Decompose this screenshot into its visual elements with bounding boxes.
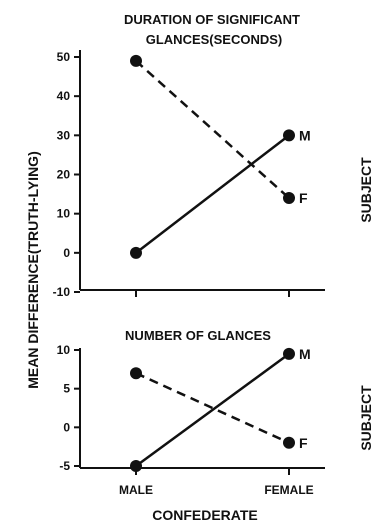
panel-1-series: MF: [130, 54, 311, 259]
panel-1-title-line-2: GLANCES(SECONDS): [146, 32, 283, 47]
panel-2-y-ticks: 10 5 0 -5: [57, 343, 80, 473]
panel-2-x-ticks: [135, 468, 290, 475]
panel-2-series-M-point-1: [283, 347, 295, 360]
panel-1-y-tick-label-2: 30: [57, 128, 71, 142]
panel-2-series: MF: [130, 346, 311, 472]
panel-2-y-tick-label-1: 5: [63, 382, 70, 396]
panel-1-y-tick-label-4: 10: [57, 207, 71, 221]
panel-1-y-ticks: 50 40 30 20 10 0 -10: [53, 50, 80, 299]
panel-2-side-label: SUBJECT: [358, 385, 371, 451]
panel-1-series-M-point-1: [283, 129, 295, 142]
panel-2-y-tick-label-2: 0: [63, 420, 70, 434]
panel-2-title: NUMBER OF GLANCES: [125, 328, 271, 343]
panel-1-side-label: SUBJECT: [358, 157, 371, 223]
panel-1-y-tick-label-0: 50: [57, 50, 71, 64]
panel-1-series-M-point-0: [130, 246, 142, 259]
panel-2-series-F-line: [135, 372, 290, 444]
panel-2-series-F-label: F: [299, 435, 308, 451]
panel-1-series-M-label: M: [299, 127, 311, 143]
panel-2-y-tick-label-0: 10: [57, 343, 71, 357]
panel-1-series-F-line: [135, 59, 290, 199]
x-tick-label-male: MALE: [119, 483, 153, 497]
y-axis-title: MEAN DIFFERENCE(TRUTH-LYING): [25, 151, 41, 388]
panel-2-y-tick-label-3: -5: [59, 459, 70, 473]
panel-2-series-M-point-0: [130, 460, 142, 472]
panel-2-series-M-line: [135, 352, 290, 468]
x-axis-title: CONFEDERATE: [152, 507, 258, 523]
panel-1-y-tick-label-3: 20: [57, 168, 71, 182]
panel-1-series-F-point-0: [130, 54, 142, 67]
panel-1-series-M-line: [135, 134, 290, 254]
panel-1-y-tick-label-1: 40: [57, 89, 71, 103]
panel-2-series-F-point-1: [283, 436, 295, 449]
panel-1-x-ticks: [135, 290, 290, 297]
panel-1-y-tick-label-6: -10: [53, 285, 71, 299]
panel-1-series-F-label: F: [299, 190, 308, 206]
panel-2-series-F-point-0: [130, 367, 142, 380]
panel-2-series-M-label: M: [299, 346, 311, 362]
panel-1-title-line-1: DURATION OF SIGNIFICANT: [124, 12, 300, 27]
panel-1-y-tick-label-5: 0: [63, 246, 70, 260]
x-tick-label-female: FEMALE: [264, 483, 313, 497]
panel-1-series-F-point-1: [283, 192, 295, 204]
